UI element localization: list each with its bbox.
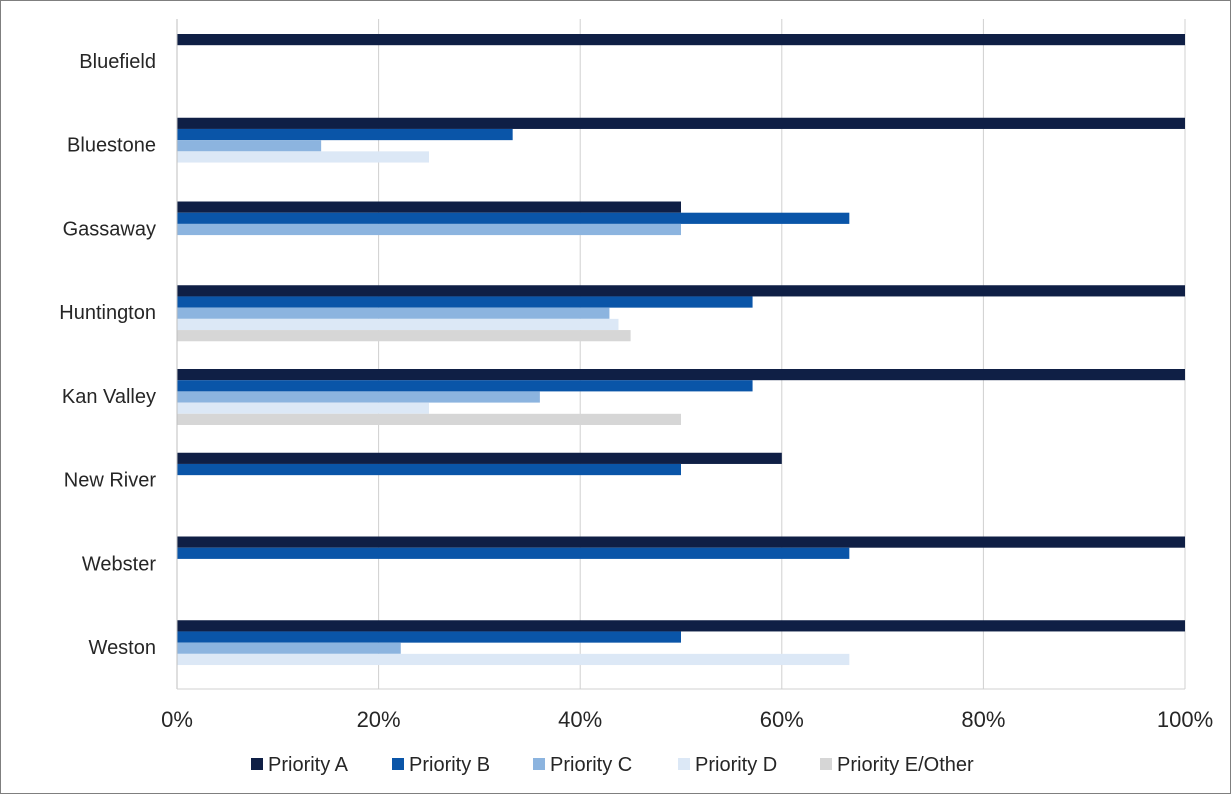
bar: Weston – Priority B: 50% (177, 631, 681, 643)
category-label: Gassaway (63, 218, 156, 240)
bars: Bluefield – Priority A: 100% Bluestone – … (177, 34, 1185, 666)
bar: Gassaway – Priority A: 50% (177, 201, 681, 213)
bar: Gassaway – Priority C: 50% (177, 223, 681, 236)
bar: Weston – Priority D: 66.7% (177, 653, 850, 666)
category-label: Weston (89, 637, 156, 659)
bar: Weston – Priority C: 22.2% (177, 642, 401, 654)
category-label: Kan Valley (62, 386, 156, 408)
legend-item: Priority B (392, 754, 490, 776)
legend-item: Priority A (251, 754, 349, 776)
bar: Kan Valley – Priority D: 25% (177, 402, 429, 414)
legend-label: Priority C (550, 754, 632, 776)
bar: Kan Valley – Priority A: 100% (177, 369, 1185, 381)
bar: Huntington – Priority A: 100% (177, 285, 1185, 297)
bar: Bluefield – Priority A: 100% (177, 34, 1185, 46)
legend: Priority A Priority B Priority C Priority D… (251, 754, 974, 776)
bar: Bluestone – Priority B: 33.3% (177, 128, 513, 141)
x-tick-label: 60% (760, 707, 804, 732)
x-tick-label: 80% (961, 707, 1005, 732)
legend-label: Priority E/Other (837, 754, 974, 776)
bar: Kan Valley – Priority B: 57.1% (177, 380, 753, 392)
category-label: New River (64, 470, 157, 492)
bar: Huntington – Priority E/Other: 45% (177, 330, 631, 342)
legend-swatch (820, 758, 832, 770)
legend-item: Priority E/Other (820, 754, 974, 776)
bar: Gassaway – Priority B: 66.7% (177, 212, 850, 224)
bar: Bluestone – Priority A: 100% (177, 117, 1185, 129)
legend-label: Priority B (409, 754, 490, 776)
bar: Webster – Priority B: 66.7% (177, 547, 850, 559)
legend-item: Priority C (533, 754, 632, 776)
bar: Huntington – Priority C: 42.9% (177, 307, 610, 319)
legend-item: Priority D (678, 754, 777, 776)
x-tick-label: 0% (161, 707, 193, 732)
category-label: Webster (82, 553, 156, 575)
legend-label: Priority D (695, 754, 777, 776)
bar: Kan Valley – Priority C: 36% (177, 391, 540, 403)
category-labels: Bluefield Bluestone Gassaway Huntington Kan … (59, 51, 156, 659)
legend-label: Priority A (268, 754, 349, 776)
bar: New River – Priority B: 50% (177, 463, 681, 476)
bar: Webster – Priority A: 100% (177, 536, 1185, 548)
legend-swatch (392, 758, 404, 770)
x-tick-label: 20% (357, 707, 401, 732)
bar: Huntington – Priority B: 57.1% (177, 296, 753, 308)
bar: New River – Priority A: 60% (177, 452, 782, 464)
legend-swatch (678, 758, 690, 770)
bar: Weston – Priority A: 100% (177, 620, 1185, 632)
x-tick-labels: 0% 20% 40% 60% 80% 100% (161, 707, 1213, 732)
x-tick-label: 100% (1157, 707, 1213, 732)
category-label: Bluefield (79, 51, 156, 73)
category-label: Huntington (59, 302, 156, 324)
bar: Bluestone – Priority D: 25% (177, 151, 429, 163)
legend-swatch (251, 758, 263, 770)
legend-swatch (533, 758, 545, 770)
bar: Huntington – Priority D: 43.8% (177, 318, 619, 331)
bar: Bluestone – Priority C: 14.3% (177, 140, 322, 152)
category-label: Bluestone (67, 135, 156, 157)
bar: Kan Valley – Priority E/Other: 50% (177, 413, 681, 425)
x-tick-label: 40% (558, 707, 602, 732)
gridlines (378, 19, 1186, 689)
axes (176, 19, 1185, 690)
